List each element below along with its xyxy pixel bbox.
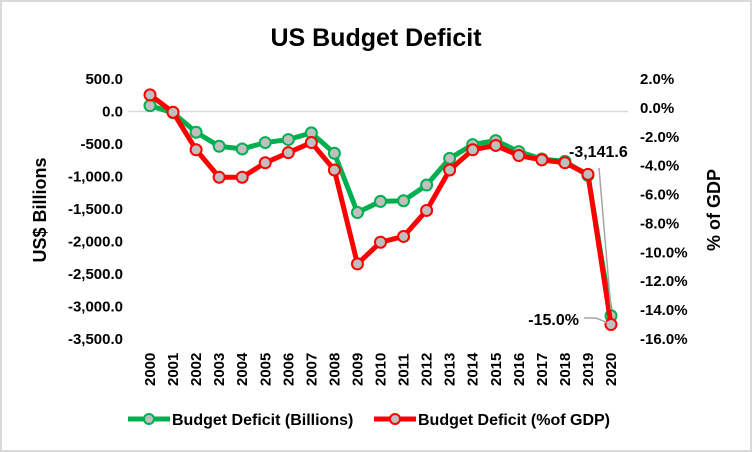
right-tick-label: -10.0%: [640, 244, 688, 261]
data-point[interactable]: [443, 151, 457, 165]
right-tick-label: -2.0%: [640, 129, 679, 146]
data-point[interactable]: [235, 170, 249, 184]
left-axis-ticks: 500.0 0.0 -500.0 -1,000.0 -1,500.0 -2,000.0 -2…: [68, 71, 123, 348]
data-point[interactable]: [581, 167, 595, 181]
left-tick-label: -500.0: [80, 136, 123, 153]
data-point[interactable]: [535, 153, 549, 167]
x-tick-label: 2007: [303, 353, 320, 386]
series-layer: [143, 88, 618, 332]
x-tick-label: 2005: [257, 353, 274, 386]
x-tick-label: 2001: [165, 353, 182, 386]
x-tick-label: 2014: [465, 352, 482, 386]
data-point[interactable]: [258, 156, 272, 170]
data-point[interactable]: [466, 143, 480, 157]
x-tick-label: 2004: [234, 352, 251, 386]
data-point[interactable]: [420, 203, 434, 217]
data-point[interactable]: [558, 156, 572, 170]
right-tick-label: -4.0%: [640, 158, 679, 175]
x-tick-label: 2008: [326, 353, 343, 386]
x-tick-label: 2018: [557, 353, 574, 386]
data-point[interactable]: [489, 138, 503, 152]
data-point[interactable]: [350, 206, 364, 220]
x-tick-label: 2012: [419, 353, 436, 386]
data-point[interactable]: [212, 139, 226, 153]
annotation-leader: [598, 167, 612, 310]
data-point[interactable]: [281, 146, 295, 160]
annotations: -3,141.6 -15.0%: [528, 144, 628, 329]
right-tick-label: 0.0%: [640, 100, 674, 117]
data-point[interactable]: [327, 163, 341, 177]
x-tick-label: 2016: [511, 353, 528, 386]
left-tick-label: -1,000.0: [68, 169, 123, 186]
x-tick-label: 2011: [396, 353, 413, 386]
legend: Budget Deficit (Billions) Budget Deficit…: [128, 412, 610, 429]
data-point[interactable]: [397, 229, 411, 243]
x-axis-ticks: 2000 2001 2002 2003 2004 2005 2006 2007 2008 2009…: [142, 352, 620, 386]
data-point[interactable]: [166, 105, 180, 119]
x-tick-label: 2003: [211, 353, 228, 386]
data-point[interactable]: [143, 88, 157, 102]
data-point[interactable]: [281, 133, 295, 147]
data-point[interactable]: [374, 235, 387, 249]
series-pct-gdp: [143, 88, 618, 332]
x-tick-label: 2020: [603, 353, 620, 386]
legend-item-billions[interactable]: Budget Deficit (Billions): [128, 412, 353, 429]
legend-label-gdp: Budget Deficit (%of GDP): [418, 412, 610, 429]
right-axis-ticks: 2.0% 0.0% -2.0% -4.0% -6.0% -8.0% -10.0% -12.0%…: [640, 71, 688, 348]
x-tick-label: 2017: [534, 353, 551, 386]
right-tick-label: 2.0%: [640, 71, 674, 88]
legend-item-gdp[interactable]: Budget Deficit (%of GDP): [374, 412, 610, 429]
data-point[interactable]: [512, 149, 526, 163]
data-point[interactable]: [374, 194, 387, 208]
data-point[interactable]: [350, 257, 364, 271]
data-point[interactable]: [258, 136, 272, 150]
data-point[interactable]: [604, 318, 618, 332]
annotation-pct-2020: -15.0%: [528, 312, 579, 329]
right-tick-label: -6.0%: [640, 187, 679, 204]
data-point[interactable]: [212, 170, 226, 184]
right-tick-label: -16.0%: [640, 331, 688, 348]
x-tick-label: 2019: [580, 353, 597, 386]
left-tick-label: -3,000.0: [68, 299, 123, 316]
data-point[interactable]: [235, 142, 249, 156]
legend-label-billions: Budget Deficit (Billions): [172, 412, 353, 429]
right-tick-label: -8.0%: [640, 215, 679, 232]
data-point[interactable]: [443, 163, 457, 177]
chart-title: US Budget Deficit: [270, 24, 482, 52]
data-point[interactable]: [304, 136, 318, 150]
right-tick-label: -12.0%: [640, 273, 688, 290]
series-line: [148, 92, 614, 325]
left-tick-label: -1,500.0: [68, 201, 123, 218]
data-point[interactable]: [189, 125, 203, 139]
left-axis-title: US$ Billions: [30, 157, 50, 262]
data-point[interactable]: [420, 178, 434, 192]
x-tick-label: 2000: [142, 353, 159, 386]
left-tick-label: 500.0: [85, 71, 123, 88]
x-tick-label: 2010: [373, 353, 390, 386]
x-tick-label: 2009: [349, 353, 366, 386]
left-tick-label: -2,000.0: [68, 234, 123, 251]
left-tick-label: -3,500.0: [68, 331, 123, 348]
legend-marker-billions: [143, 413, 155, 425]
data-point[interactable]: [327, 146, 341, 160]
annotation-leader: [584, 317, 608, 324]
x-tick-label: 2015: [488, 353, 505, 386]
data-point[interactable]: [189, 143, 203, 157]
legend-marker-gdp: [389, 413, 401, 425]
right-tick-label: -14.0%: [640, 302, 688, 319]
annotation-billions-2020: -3,141.6: [569, 144, 628, 161]
series-billions: [143, 99, 618, 323]
x-tick-label: 2013: [442, 353, 459, 386]
series-line: [149, 103, 614, 317]
right-axis-title: % of GDP: [704, 169, 724, 251]
x-tick-label: 2006: [280, 353, 297, 386]
data-point[interactable]: [143, 99, 157, 113]
left-tick-label: 0.0: [102, 104, 123, 121]
left-tick-label: -2,500.0: [68, 266, 123, 283]
data-point[interactable]: [397, 194, 411, 208]
x-tick-label: 2002: [188, 353, 205, 386]
